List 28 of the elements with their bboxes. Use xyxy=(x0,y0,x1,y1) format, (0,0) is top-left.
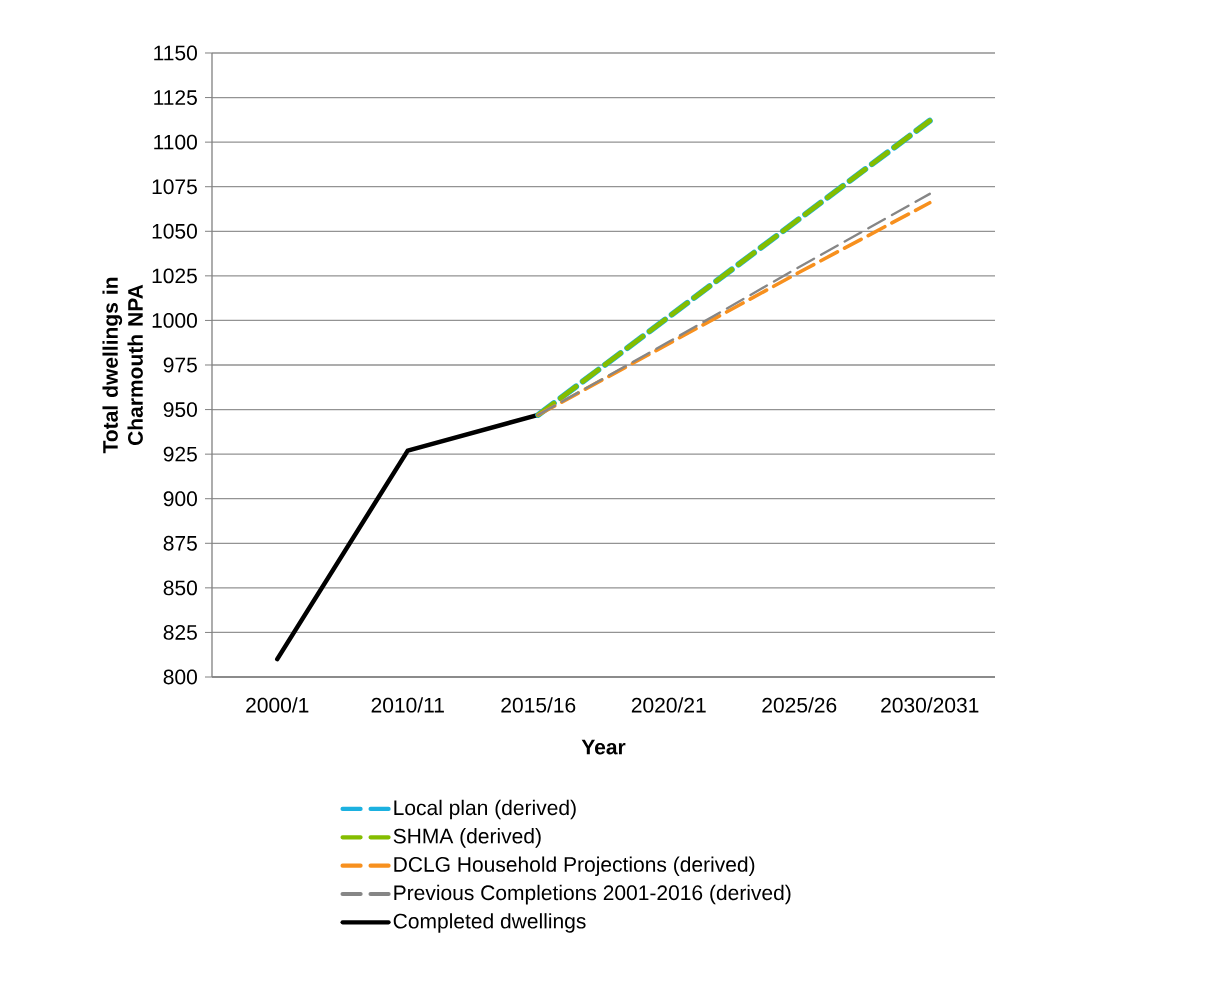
y-tick-label: 1150 xyxy=(154,45,197,61)
x-tick-label: 2020/21 xyxy=(631,697,706,713)
y-tick-label: 925 xyxy=(163,446,197,462)
y-tick-label: 900 xyxy=(163,491,197,507)
y-tick-label: 1025 xyxy=(152,268,197,284)
legend-label: Previous Completions 2001-2016 (derived) xyxy=(394,884,791,905)
y-tick-label: 850 xyxy=(163,580,197,596)
x-tick-label: 2025/26 xyxy=(762,697,837,713)
y-tick-label: 975 xyxy=(163,357,197,373)
x-tick-label: 2015/16 xyxy=(501,697,576,713)
legend-label: DCLG Household Projections (derived) xyxy=(394,856,755,877)
y-tick-label: 800 xyxy=(163,669,197,685)
x-tick-label: 2000/1 xyxy=(246,697,309,713)
legend-label: Completed dwellings xyxy=(393,913,586,933)
x-tick-label: 2030/2031 xyxy=(881,697,979,713)
x-tick-label: 2010/11 xyxy=(371,697,444,713)
legend-label: SHMA (derived) xyxy=(393,828,541,848)
legend-label: Local plan (derived) xyxy=(394,799,576,820)
y-tick-label: 1125 xyxy=(154,90,197,105)
y-tick-label: 1075 xyxy=(152,179,197,195)
y-tick-label: 875 xyxy=(163,535,197,551)
y-tick-label: 1100 xyxy=(154,134,197,150)
x-axis-title: Year xyxy=(581,739,626,755)
y-tick-label: 1050 xyxy=(152,223,197,239)
y-axis-title: Total dwellings in Charmouth NPA xyxy=(102,277,143,454)
y-tick-label: 825 xyxy=(163,625,197,640)
y-tick-label: 950 xyxy=(163,402,197,417)
y-tick-label: 1000 xyxy=(152,313,197,328)
